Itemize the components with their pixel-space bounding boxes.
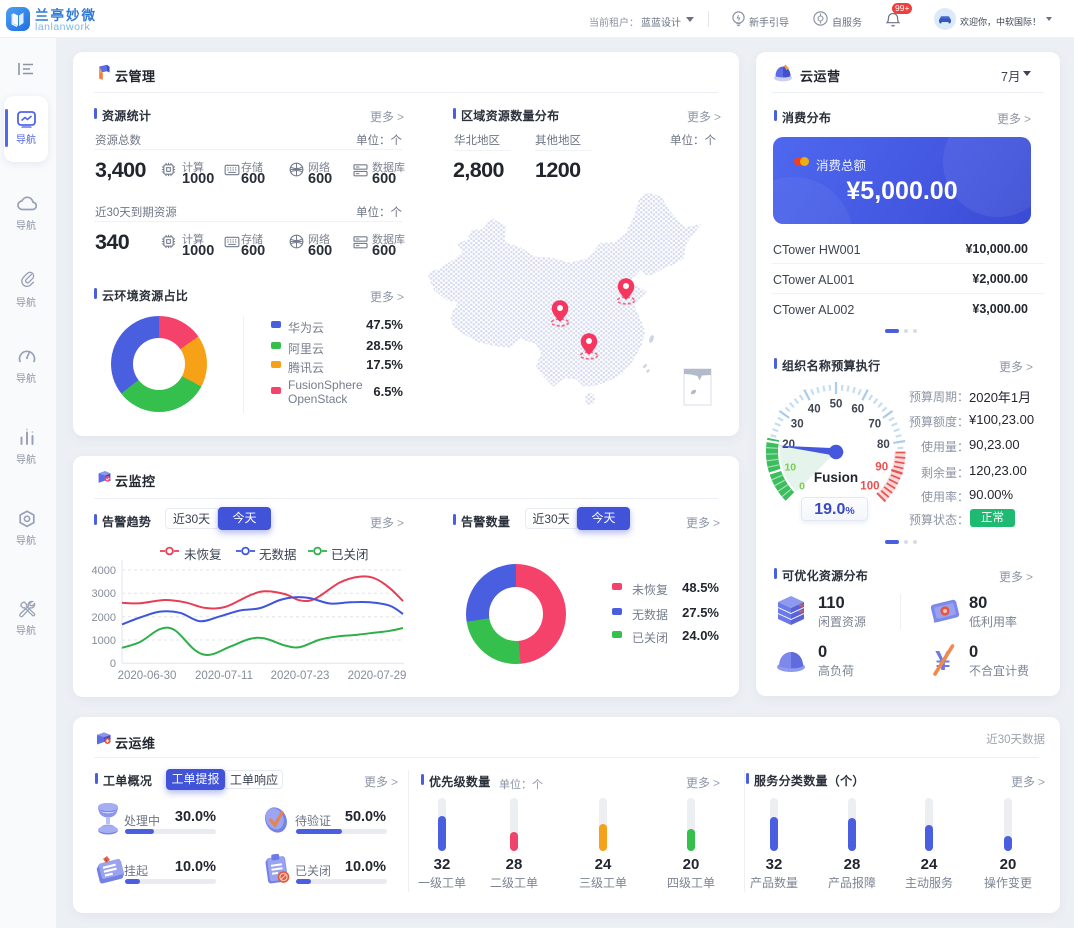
- svg-text:70: 70: [868, 418, 881, 430]
- svg-text:80: 80: [877, 439, 890, 451]
- svg-text:50: 50: [830, 399, 843, 411]
- svg-text:2020-07-29: 2020-07-29: [348, 670, 407, 682]
- svg-text:0: 0: [799, 480, 805, 492]
- svg-text:60: 60: [851, 404, 864, 416]
- svg-text:4000: 4000: [92, 565, 116, 577]
- svg-text:20: 20: [782, 439, 795, 451]
- svg-text:2020-07-11: 2020-07-11: [195, 670, 253, 682]
- svg-text:30: 30: [791, 418, 804, 430]
- svg-text:2000: 2000: [92, 612, 116, 624]
- svg-text:90: 90: [875, 461, 888, 473]
- svg-text:10: 10: [784, 461, 796, 473]
- svg-text:3000: 3000: [92, 588, 116, 600]
- svg-text:0: 0: [110, 658, 116, 670]
- svg-text:2020-06-30: 2020-06-30: [118, 670, 177, 682]
- svg-text:1000: 1000: [92, 635, 116, 647]
- svg-text:100: 100: [860, 480, 879, 492]
- svg-text:2020-07-23: 2020-07-23: [271, 670, 330, 682]
- svg-text:40: 40: [808, 404, 821, 416]
